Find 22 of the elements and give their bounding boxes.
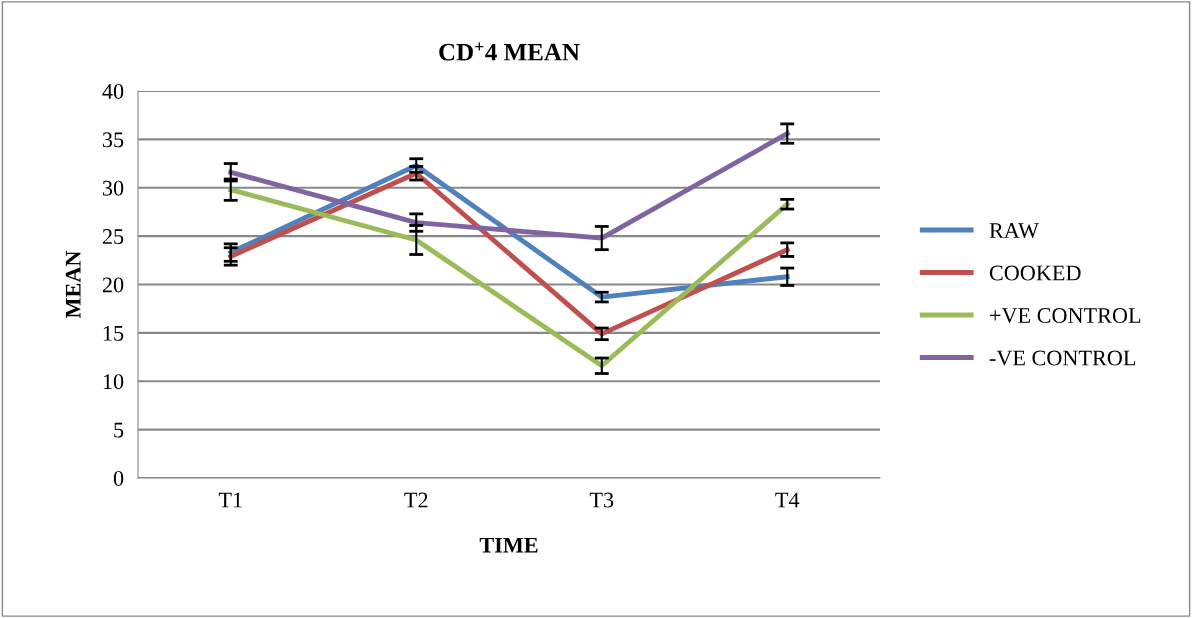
line-series — [228, 187, 790, 369]
y-tick-label: 35 — [102, 132, 124, 148]
y-tick-label: 15 — [103, 325, 124, 341]
line-series — [228, 131, 790, 241]
x-axis-title: TIME — [479, 537, 538, 553]
y-tick-label: 25 — [102, 229, 124, 245]
legend-label: -VE CONTROL — [989, 350, 1136, 366]
y-axis-title: MEAN — [65, 250, 81, 319]
y-tick-label: 10 — [103, 374, 124, 390]
chart-title: CD$^{+}$4 MEAN — [439, 42, 580, 61]
y-tick-label: 5 — [114, 422, 124, 438]
legend-label: RAW — [989, 223, 1039, 239]
legend-label: +VE CONTROL — [990, 308, 1141, 324]
legend-label: COOKED — [989, 265, 1081, 281]
x-tick-label: T1 — [218, 492, 242, 508]
y-tick-label: 20 — [102, 277, 124, 293]
y-tick-label: 40 — [102, 83, 124, 99]
x-tick-label: T3 — [589, 492, 614, 508]
x-tick-label: T4 — [775, 492, 800, 508]
y-tick-label: 30 — [102, 180, 124, 196]
y-tick-label: 0 — [113, 470, 124, 486]
x-tick-label: T2 — [404, 492, 428, 508]
